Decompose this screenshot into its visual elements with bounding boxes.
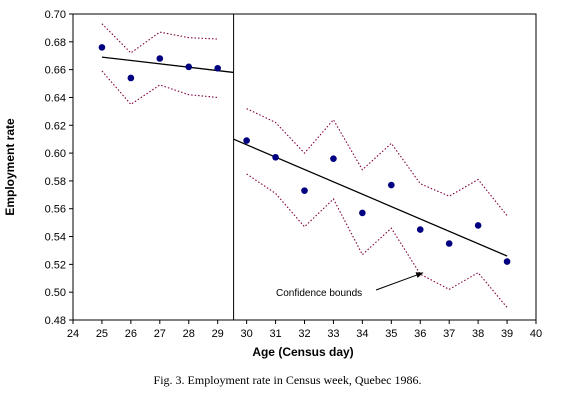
y-tick-label: 0.70 — [45, 9, 66, 21]
y-tick-label: 0.62 — [45, 120, 66, 132]
data-point — [474, 222, 482, 229]
y-tick-label: 0.52 — [45, 259, 66, 271]
y-axis-title: Employment rate — [3, 118, 17, 216]
y-axis: 0.48 0.50 0.52 0.54 0.56 0.58 0.60 0.62 0.64 0.66… — [45, 9, 73, 327]
data-point — [503, 258, 511, 265]
x-axis-title: Age (Census day) — [252, 345, 353, 359]
data-point — [359, 209, 366, 217]
x-tick-label: 37 — [443, 328, 455, 340]
x-tick-label: 36 — [414, 328, 426, 340]
x-tick-label: 33 — [327, 328, 339, 340]
y-tick-label: 0.64 — [45, 92, 66, 104]
annotation-arrow-line — [375, 272, 424, 291]
data-point — [243, 137, 250, 144]
data-point — [156, 55, 164, 62]
confidence-bound-lines — [101, 23, 508, 308]
fit-right-line — [233, 138, 508, 257]
x-tick-label: 32 — [298, 328, 310, 340]
x-tick-label: 24 — [67, 328, 79, 340]
x-tick-label: 38 — [472, 328, 484, 340]
lower-bound-left-line — [101, 70, 218, 106]
data-point — [272, 153, 279, 161]
y-tick-label: 0.56 — [45, 204, 66, 216]
x-tick-label: 39 — [501, 328, 513, 340]
x-tick-label: 40 — [530, 328, 542, 340]
data-point — [214, 64, 221, 72]
y-tick-label: 0.48 — [45, 315, 66, 327]
x-tick-label: 29 — [212, 328, 224, 340]
x-tick-label: 25 — [96, 328, 108, 340]
y-tick-label: 0.66 — [45, 65, 66, 77]
y-tick-label: 0.58 — [45, 176, 66, 188]
data-point — [301, 187, 308, 194]
annotation-label: Confidence bounds — [276, 288, 362, 299]
data-point — [445, 240, 453, 247]
employment-rate-chart: 0.48 0.50 0.52 0.54 0.56 0.58 0.60 0.62 0.64 0.66… — [3, 9, 542, 359]
x-tick-label: 31 — [269, 328, 281, 340]
x-tick-label: 27 — [154, 328, 166, 340]
upper-bound-left-line — [101, 23, 218, 54]
x-tick-label: 30 — [241, 328, 253, 340]
x-tick-label: 26 — [125, 328, 137, 340]
upper-bound-right-line — [246, 108, 508, 217]
data-points — [98, 44, 511, 265]
x-tick-label: 28 — [183, 328, 195, 340]
plot-frame — [72, 13, 537, 321]
y-tick-label: 0.60 — [45, 148, 66, 160]
data-point — [98, 44, 106, 51]
data-point — [388, 181, 395, 189]
annotation-arrow-head — [415, 272, 424, 278]
lower-bound-right-line — [246, 173, 508, 308]
data-point — [185, 63, 193, 71]
data-point — [330, 155, 337, 162]
x-axis: 24 25 26 27 28 29 30 31 32 33 34 35 36 37 38 39 40 — [67, 320, 542, 340]
x-tick-label: 35 — [385, 328, 397, 340]
figure-caption: Fig. 3. Employment rate in Census week, … — [153, 373, 422, 387]
confidence-bounds-annotation: Confidence bounds — [276, 272, 424, 299]
data-point — [416, 226, 424, 233]
y-tick-label: 0.50 — [45, 287, 66, 299]
fit-left-line — [101, 56, 234, 74]
data-point — [127, 74, 135, 82]
fitted-lines — [101, 56, 508, 257]
x-tick-label: 34 — [356, 328, 368, 340]
y-tick-label: 0.54 — [45, 232, 66, 244]
y-tick-label: 0.68 — [45, 37, 66, 49]
